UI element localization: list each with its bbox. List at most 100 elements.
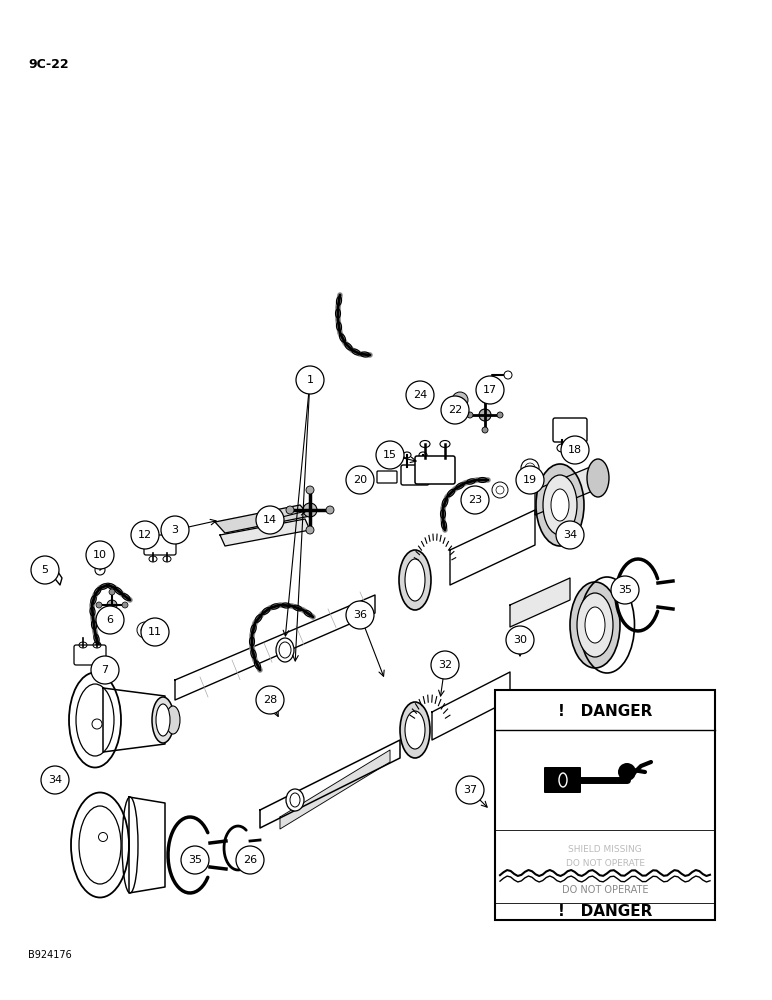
Ellipse shape [290, 793, 300, 807]
Circle shape [31, 556, 59, 584]
Circle shape [346, 466, 374, 494]
Polygon shape [129, 797, 165, 893]
Circle shape [41, 766, 69, 794]
Ellipse shape [96, 602, 102, 608]
Text: 11: 11 [148, 627, 162, 637]
Circle shape [181, 846, 209, 874]
Circle shape [131, 521, 159, 549]
Text: 35: 35 [188, 855, 202, 865]
Text: SHIELD MISSING: SHIELD MISSING [568, 846, 642, 854]
Polygon shape [220, 519, 310, 546]
Circle shape [452, 392, 468, 408]
Ellipse shape [543, 475, 577, 535]
Text: 15: 15 [383, 450, 397, 460]
Text: DO NOT OPERATE: DO NOT OPERATE [562, 885, 648, 895]
Ellipse shape [156, 704, 170, 736]
Ellipse shape [306, 526, 314, 534]
FancyBboxPatch shape [401, 465, 429, 485]
Circle shape [441, 396, 469, 424]
Text: DO NOT OPERATE: DO NOT OPERATE [566, 858, 645, 867]
Ellipse shape [405, 559, 425, 601]
Circle shape [96, 606, 124, 634]
Polygon shape [215, 505, 310, 533]
Text: 32: 32 [438, 660, 452, 670]
Polygon shape [280, 750, 390, 829]
Text: 6: 6 [107, 615, 113, 625]
Circle shape [611, 576, 639, 604]
Ellipse shape [286, 506, 294, 514]
Ellipse shape [536, 464, 584, 546]
Text: 20: 20 [353, 475, 367, 485]
Circle shape [296, 366, 324, 394]
Ellipse shape [467, 412, 473, 418]
Circle shape [431, 651, 459, 679]
Text: !   DANGER: ! DANGER [558, 704, 652, 720]
Ellipse shape [497, 412, 503, 418]
Circle shape [406, 381, 434, 409]
Circle shape [376, 441, 404, 469]
Circle shape [556, 521, 584, 549]
Circle shape [461, 486, 489, 514]
Ellipse shape [585, 607, 605, 643]
Text: 30: 30 [513, 635, 527, 645]
Text: 34: 34 [563, 530, 577, 540]
Ellipse shape [69, 672, 121, 768]
Text: 7: 7 [101, 665, 109, 675]
Circle shape [141, 618, 169, 646]
Circle shape [236, 846, 264, 874]
Text: 36: 36 [353, 610, 367, 620]
Circle shape [476, 376, 504, 404]
Circle shape [516, 466, 544, 494]
Text: 22: 22 [448, 405, 462, 415]
FancyBboxPatch shape [495, 690, 715, 920]
Ellipse shape [482, 427, 488, 433]
Circle shape [618, 763, 636, 781]
Text: 5: 5 [42, 565, 49, 575]
Polygon shape [175, 595, 375, 700]
Text: 3: 3 [171, 525, 178, 535]
Circle shape [525, 463, 535, 473]
Ellipse shape [551, 489, 569, 521]
FancyBboxPatch shape [74, 645, 106, 665]
Ellipse shape [71, 792, 129, 898]
Ellipse shape [482, 397, 488, 403]
FancyBboxPatch shape [553, 418, 587, 442]
Text: 35: 35 [618, 585, 632, 595]
FancyBboxPatch shape [377, 471, 397, 483]
Text: 12: 12 [138, 530, 152, 540]
Ellipse shape [303, 503, 317, 517]
Text: 18: 18 [568, 445, 582, 455]
Text: 26: 26 [243, 855, 257, 865]
FancyBboxPatch shape [144, 535, 176, 555]
Text: 19: 19 [523, 475, 537, 485]
Polygon shape [535, 465, 595, 515]
FancyBboxPatch shape [544, 767, 581, 793]
Circle shape [492, 482, 508, 498]
FancyBboxPatch shape [415, 456, 455, 484]
Text: 23: 23 [468, 495, 482, 505]
Text: 17: 17 [483, 385, 497, 395]
Circle shape [504, 371, 512, 379]
Text: B924176: B924176 [28, 950, 72, 960]
Ellipse shape [400, 702, 430, 758]
Circle shape [161, 516, 189, 544]
Ellipse shape [306, 486, 314, 494]
Ellipse shape [107, 600, 117, 610]
Circle shape [506, 626, 534, 654]
Circle shape [561, 436, 589, 464]
Circle shape [256, 506, 284, 534]
Ellipse shape [326, 506, 334, 514]
Ellipse shape [279, 642, 291, 658]
Text: 10: 10 [93, 550, 107, 560]
Ellipse shape [399, 550, 431, 610]
Text: 14: 14 [263, 515, 277, 525]
Polygon shape [450, 510, 535, 585]
Ellipse shape [109, 589, 115, 595]
Polygon shape [260, 740, 400, 828]
Circle shape [137, 622, 153, 638]
Circle shape [346, 601, 374, 629]
Ellipse shape [286, 789, 304, 811]
Polygon shape [103, 688, 165, 752]
Ellipse shape [405, 711, 425, 749]
Ellipse shape [122, 602, 128, 608]
